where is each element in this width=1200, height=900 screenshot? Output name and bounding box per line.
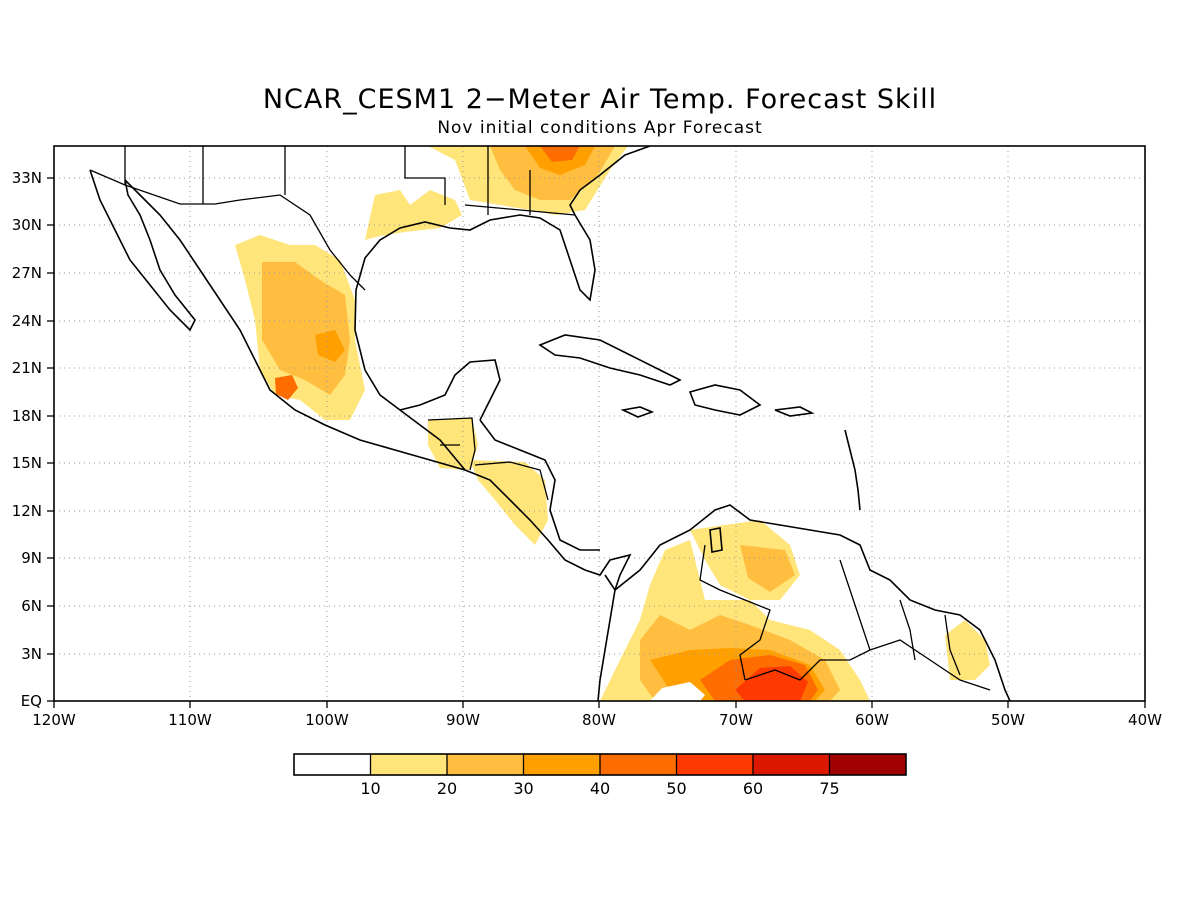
us-mexico-border [89,169,366,291]
guyana-suriname-border [899,599,916,661]
plot-frame [53,145,1146,702]
y-tick-label: 21N [12,359,42,377]
colombia-venezuela-border [699,544,771,681]
skill-region-white-hole [650,682,705,701]
gulf-coast [354,146,651,471]
y-tick-label: 18N [12,407,42,425]
skill-shading [235,146,990,701]
x-tick-label: 40W [1128,711,1162,729]
x-tick-label: 80W [582,711,616,729]
x-tick-label: 90W [446,711,480,729]
south-america-coast [614,504,1011,701]
colorbar-swatch [523,754,600,775]
map-subtitle: Nov initial conditions Apr Forecast [437,118,763,138]
colorbar-swatch [447,754,524,775]
central-america-coast [464,469,632,592]
gridlines [54,146,1145,701]
skill-region-guatemala [428,418,478,470]
y-tick-label: 33N [12,169,42,187]
y-tick-label: 12N [12,502,42,520]
colorbar-label: 75 [819,779,839,798]
x-tick-label: 110W [168,711,212,729]
lake-maracaibo [709,527,723,553]
colorbar-label: 60 [743,779,763,798]
y-tick-label: 24N [12,312,42,330]
colorbar-swatch [829,754,906,775]
y-tick-label: EQ [21,692,42,710]
y-tick-label: 15N [12,454,42,472]
south-america-west [597,589,616,701]
suriname-guiana-border [944,614,961,676]
colorbar-swatch [753,754,830,775]
colorbar-swatch [676,754,753,775]
mexico-pacific-coast [124,179,466,471]
skill-region-mexico-core [262,262,350,395]
central-america-carib [479,419,600,551]
skill-region-amazon-peak [735,666,808,701]
guatemala-border [427,417,476,471]
skill-region-mexico-mid [315,330,345,362]
skill-region-venezuela-core [740,545,795,592]
hispaniola [688,384,762,416]
coastlines [89,146,1011,701]
x-tick-label: 100W [305,711,349,729]
skill-region-guiana [945,620,990,680]
honduras-border [474,461,549,501]
colorbar-label: 20 [437,779,457,798]
skill-region-se-us-max [540,146,580,162]
x-tick-label: 70W [719,711,753,729]
yucatan-coast [399,359,501,421]
x-tick-label: 60W [855,711,889,729]
map-title: NCAR_CESM1 2−Meter Air Temp. Forecast Sk… [262,84,938,115]
y-tick-label: 3N [21,645,42,663]
colorbar-swatch [294,754,371,775]
colorbar-label: 30 [513,779,533,798]
tick-marks [47,177,1146,708]
colorbar-swatch [600,754,677,775]
y-tick-label: 6N [21,597,42,615]
skill-region-mexico-peak [275,375,298,400]
colorbar-swatch [370,754,447,775]
y-tick-label: 27N [12,264,42,282]
cuba [538,334,682,386]
us-state-borders [124,146,576,216]
skill-region-honduras [470,460,548,545]
lesser-antilles [844,429,861,511]
brazil-border [744,639,991,691]
y-tick-label: 30N [12,216,42,234]
x-tick-label: 50W [991,711,1025,729]
venezuela-guyana-border [839,559,871,651]
colorbar-label: 40 [590,779,610,798]
colorbar-label: 50 [666,779,686,798]
borders [89,146,991,691]
baja-coast [89,169,196,332]
skill-region-texas [365,190,462,240]
jamaica [620,406,655,418]
colorbar-label: 10 [360,779,380,798]
puerto-rico [774,406,815,417]
y-tick-label: 9N [21,549,42,567]
x-tick-label: 120W [32,711,76,729]
colorbar: 10 20 30 40 50 60 75 [293,753,907,798]
